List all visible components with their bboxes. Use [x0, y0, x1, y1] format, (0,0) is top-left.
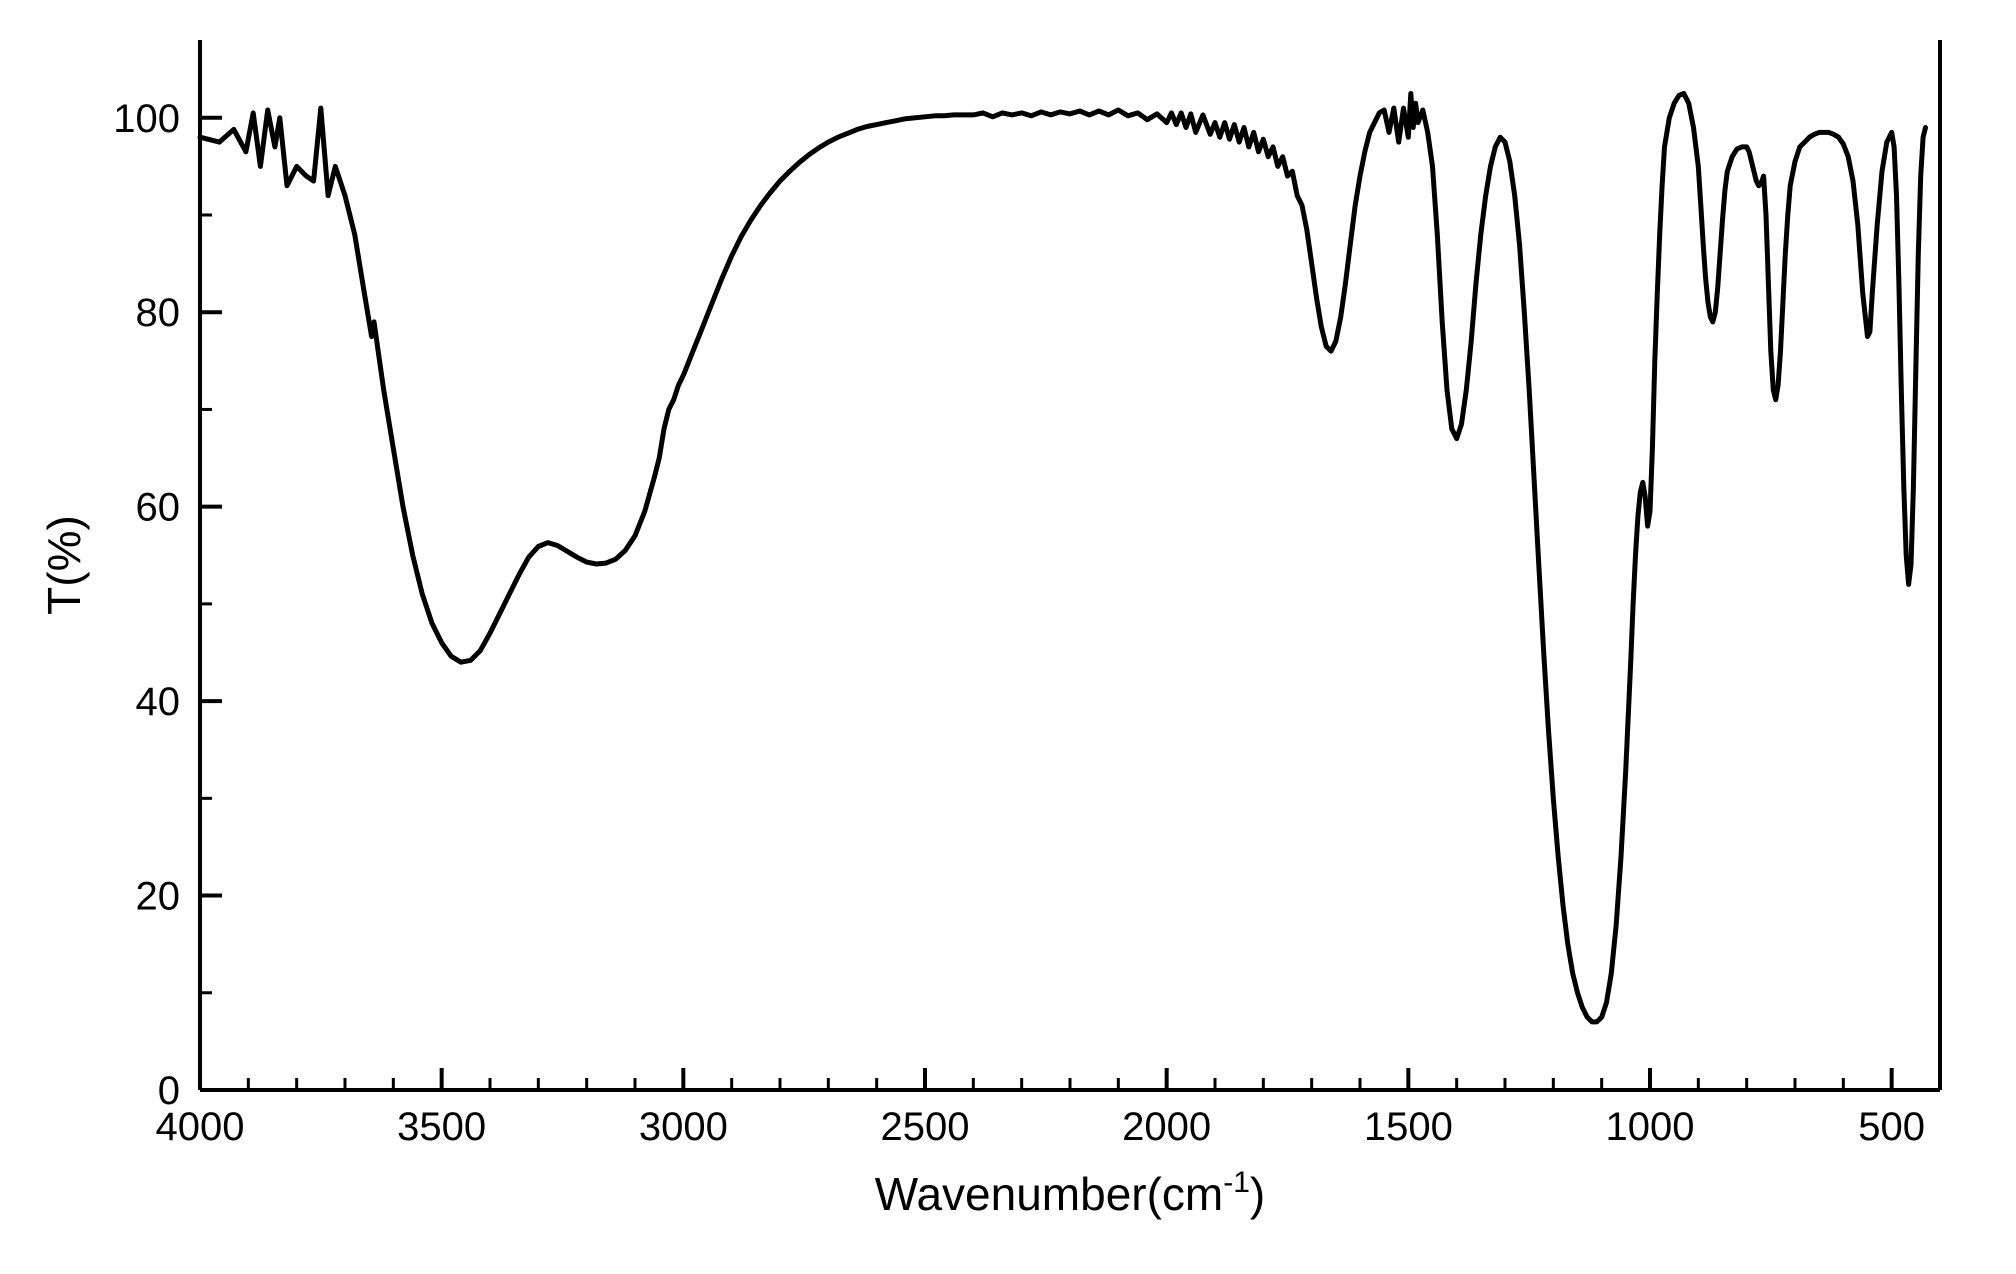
x-tick-label: 500 [1858, 1105, 1925, 1149]
y-axis-ticks: 0 20 40 60 80 100 [113, 97, 222, 1113]
y-axis-label: T(%) [38, 515, 90, 615]
y-tick-label: 40 [136, 680, 181, 724]
x-tick-label: 2000 [1122, 1105, 1211, 1149]
x-tick-label: 3000 [639, 1105, 728, 1149]
y-tick-label: 60 [136, 486, 181, 530]
y-tick-label: 0 [158, 1069, 180, 1113]
x-axis-label-suffix: ) [1250, 1168, 1265, 1220]
x-tick-label: 3500 [397, 1105, 486, 1149]
x-axis-label: Wavenumber(cm-1) [875, 1166, 1266, 1220]
x-axis-ticks: 4000350030002500200015001000500 [156, 1068, 1926, 1149]
axes [200, 40, 1940, 1090]
y-tick-label: 80 [136, 291, 181, 335]
ir-spectrum-chart: 4000350030002500200015001000500 02040608… [0, 0, 2016, 1274]
x-tick-label: 2500 [881, 1105, 970, 1149]
x-axis-label-main: Wavenumber(cm [875, 1168, 1223, 1220]
y-tick-label: 20 [136, 875, 181, 919]
x-tick-label: 1000 [1606, 1105, 1695, 1149]
x-axis-label-sup: -1 [1223, 1166, 1250, 1199]
x-tick-label: 1500 [1364, 1105, 1453, 1149]
y-tick-label: 100 [113, 97, 180, 141]
spectrum-line [200, 94, 1926, 1022]
